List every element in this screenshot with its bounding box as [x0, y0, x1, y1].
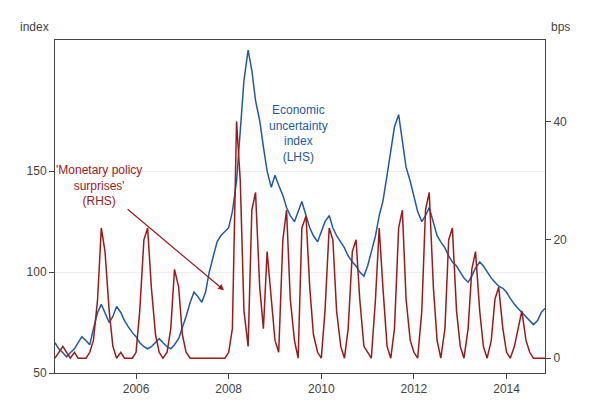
svg-text:bps: bps: [551, 20, 570, 34]
svg-text:2006: 2006: [123, 382, 150, 396]
svg-text:2012: 2012: [401, 382, 428, 396]
svg-text:2010: 2010: [308, 382, 335, 396]
svg-text:index: index: [20, 20, 49, 34]
svg-text:Economicuncertaintyindex(LHS): Economicuncertaintyindex(LHS): [269, 103, 328, 164]
svg-text:50: 50: [33, 366, 47, 380]
svg-text:100: 100: [27, 265, 47, 279]
svg-text:2008: 2008: [215, 382, 242, 396]
svg-text:20: 20: [553, 233, 567, 247]
svg-text:150: 150: [27, 164, 47, 178]
svg-text:0: 0: [553, 351, 560, 365]
svg-text:40: 40: [553, 115, 567, 129]
svg-text:'Monetary policysurprises'(RHS: 'Monetary policysurprises'(RHS): [56, 163, 142, 208]
svg-text:2014: 2014: [493, 382, 520, 396]
